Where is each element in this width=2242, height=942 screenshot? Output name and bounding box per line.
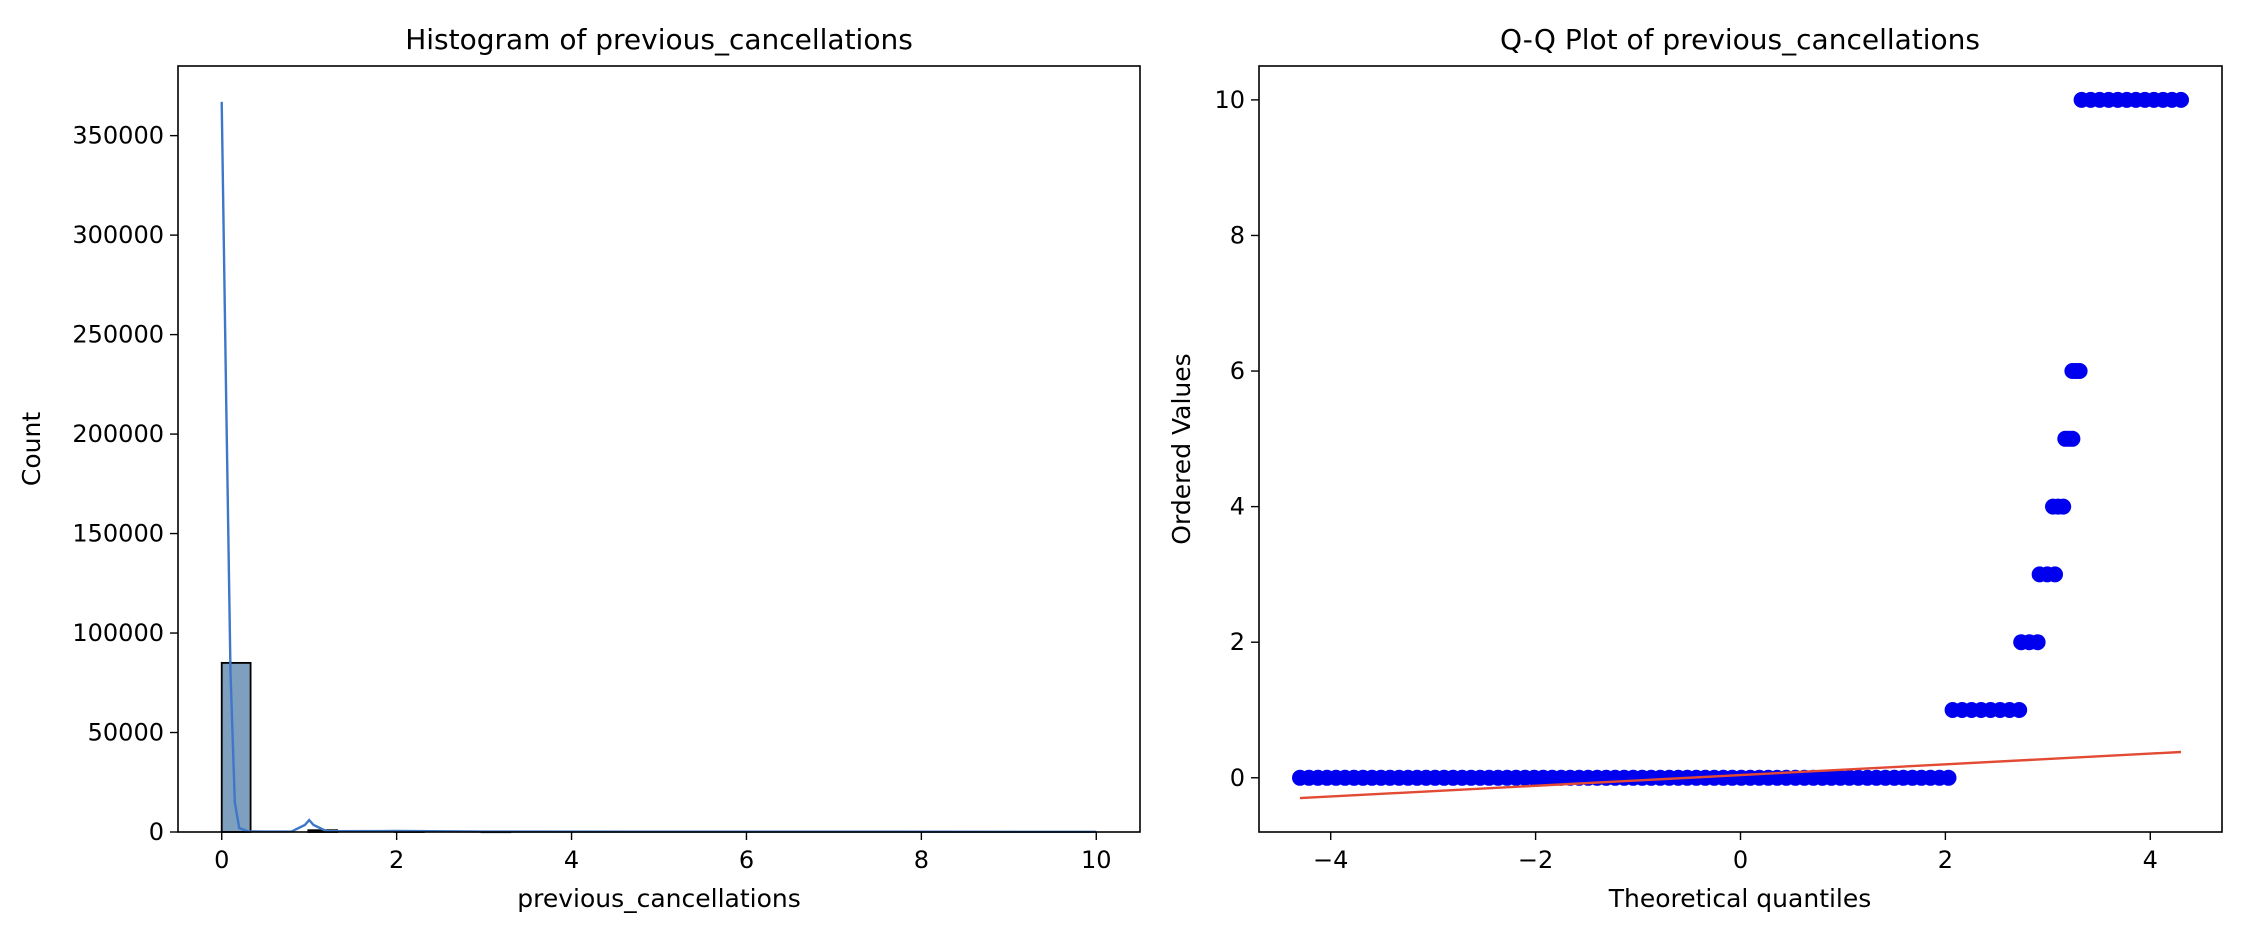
qq-point [1940, 769, 1957, 786]
qq-x-tick-label: 2 [1938, 846, 1953, 874]
histogram-plot-area [220, 101, 1097, 834]
qq-point [2047, 566, 2063, 583]
qq-y-tick-label: 6 [1230, 357, 1245, 385]
histogram-axes-frame [177, 65, 1141, 833]
qq-y-ticks: 0 2 4 6 8 10 [1214, 86, 1259, 792]
qq-point [2173, 91, 2189, 108]
qq-x-tick-label: 0 [1733, 846, 1748, 874]
qq-x-ticks: −4 −2 0 2 4 [1313, 832, 2158, 874]
histogram-x-tick-label: 2 [389, 846, 404, 874]
histogram-x-ticks: 0 2 4 6 8 10 [214, 832, 1112, 874]
qq-panel: Q-Q Plot of previous_cancellations −4 −2 0… [1167, 23, 2223, 913]
histogram-y-tick-label: 100000 [72, 619, 164, 647]
histogram-x-tick-label: 6 [739, 846, 754, 874]
histogram-y-label: Count [17, 412, 46, 486]
qq-y-tick-label: 2 [1230, 628, 1245, 656]
histogram-y-tick-label: 350000 [72, 122, 164, 150]
qq-plot-area [1292, 91, 2189, 800]
histogram-y-tick-label: 0 [149, 818, 164, 846]
histogram-x-tick-label: 8 [914, 846, 929, 874]
histogram-panel: Histogram of previous_cancellations 0 2 4 6… [17, 23, 1141, 913]
histogram-x-label: previous_cancellations [517, 884, 801, 913]
qq-point [2029, 634, 2046, 651]
qq-y-tick-label: 10 [1214, 86, 1245, 114]
histogram-y-ticks: 0 50000 100000 150000 200000 250000 300000 3500… [72, 122, 178, 846]
qq-axes-frame [1258, 65, 2223, 833]
histogram-title: Histogram of previous_cancellations [405, 23, 913, 56]
histogram-y-tick-label: 250000 [72, 321, 164, 349]
histogram-y-tick-label: 50000 [88, 719, 164, 747]
histogram-y-tick-label: 300000 [72, 221, 164, 249]
histogram-y-tick-label: 200000 [72, 420, 164, 448]
histogram-y-tick-label: 150000 [72, 520, 164, 548]
qq-point [2011, 702, 2028, 718]
qq-x-label: Theoretical quantiles [1608, 884, 1872, 913]
qq-point [2064, 430, 2081, 447]
qq-y-tick-label: 8 [1230, 221, 1245, 249]
qq-y-tick-label: 0 [1230, 764, 1245, 792]
qq-title: Q-Q Plot of previous_cancellations [1500, 23, 1980, 56]
qq-x-tick-label: 4 [2143, 846, 2158, 874]
qq-point [2071, 363, 2088, 379]
qq-x-tick-label: −2 [1518, 846, 1553, 874]
kde-curve [220, 101, 1097, 833]
histogram-x-tick-label: 10 [1081, 846, 1112, 874]
qq-y-tick-label: 4 [1230, 493, 1245, 521]
qq-fit-line [1299, 750, 2182, 800]
histogram-x-tick-label: 4 [564, 846, 579, 874]
qq-y-label: Ordered Values [1167, 353, 1196, 544]
histogram-x-tick-label: 0 [214, 846, 229, 874]
qq-x-tick-label: −4 [1313, 846, 1348, 874]
qq-point [2055, 498, 2072, 515]
